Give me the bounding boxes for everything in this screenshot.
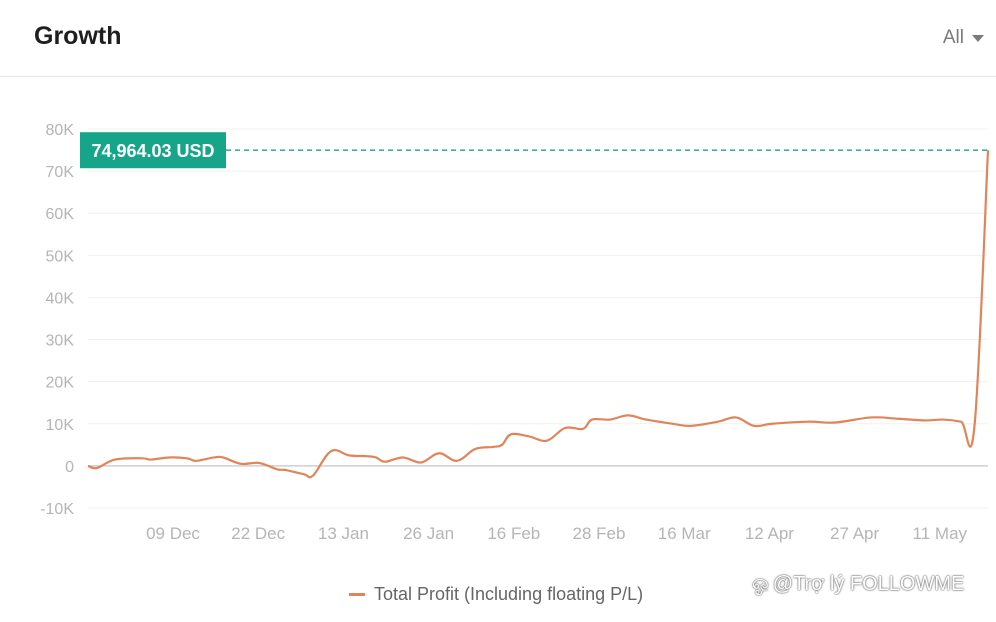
y-tick-label: 30K xyxy=(46,333,75,350)
x-tick-label: 16 Mar xyxy=(658,524,711,543)
x-tick-label: 27 Apr xyxy=(830,524,879,543)
y-tick-label: 10K xyxy=(46,417,75,434)
legend[interactable]: Total Profit (Including floating P/L) xyxy=(349,584,643,605)
x-tick-label: 11 May xyxy=(913,524,968,543)
x-tick-label: 26 Jan xyxy=(403,524,454,543)
watermark-text: @Trợ lý FOLLOWME xyxy=(772,573,965,595)
filter-label: All xyxy=(942,27,964,48)
x-tick-label: 09 Dec xyxy=(146,524,200,543)
header: Growth All xyxy=(0,0,996,77)
y-tick-label: 80K xyxy=(46,122,75,139)
annotation-badge xyxy=(80,132,226,169)
y-tick-label: 20K xyxy=(46,375,75,392)
y-tick-label: -10K xyxy=(40,501,74,518)
caret-down-icon xyxy=(972,34,984,42)
growth-chart: -10K 0 10K 20K 30K 40K 50K 60K 70K 80K 09 Dec 22 De… xyxy=(40,122,990,543)
swirl-icon: ஓ xyxy=(752,572,769,594)
x-tick-label: 22 Dec xyxy=(231,524,285,543)
y-tick-label: 70K xyxy=(46,164,75,181)
annotation-label: 74,964.03 USD xyxy=(91,141,214,161)
page-title: Growth xyxy=(34,22,122,50)
y-tick-label: 40K xyxy=(46,290,75,307)
x-tick-label: 12 Apr xyxy=(745,524,794,543)
legend-swatch xyxy=(349,593,365,596)
x-tick-label: 28 Feb xyxy=(573,524,626,543)
legend-label: Total Profit (Including floating P/L) xyxy=(374,584,644,604)
range-filter-dropdown[interactable]: All xyxy=(943,27,984,49)
x-tick-label: 13 Jan xyxy=(318,524,369,543)
y-tick-label: 60K xyxy=(46,206,75,223)
y-tick-label: 0 xyxy=(65,459,74,476)
watermark: ஓ @Trợ lý FOLLOWME xyxy=(752,572,964,597)
series-line-total-profit xyxy=(87,150,990,479)
x-tick-label: 16 Feb xyxy=(487,524,540,543)
y-tick-label: 50K xyxy=(46,248,75,265)
